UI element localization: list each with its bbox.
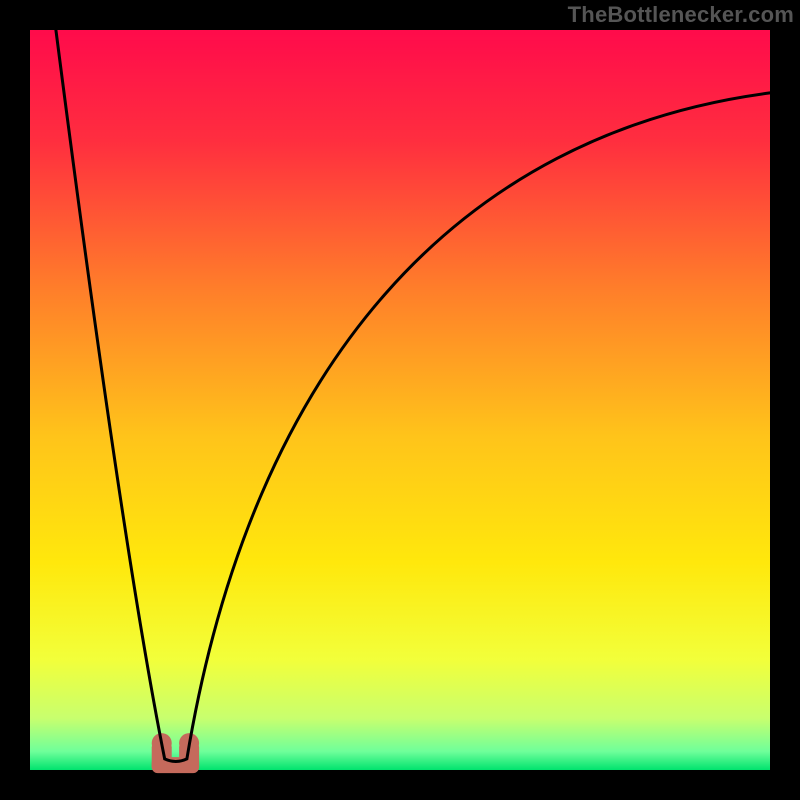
- plot-background: [30, 30, 770, 770]
- watermark-text: TheBottlenecker.com: [568, 2, 794, 28]
- figure-root: TheBottlenecker.com: [0, 0, 800, 800]
- plot-svg: [0, 0, 800, 800]
